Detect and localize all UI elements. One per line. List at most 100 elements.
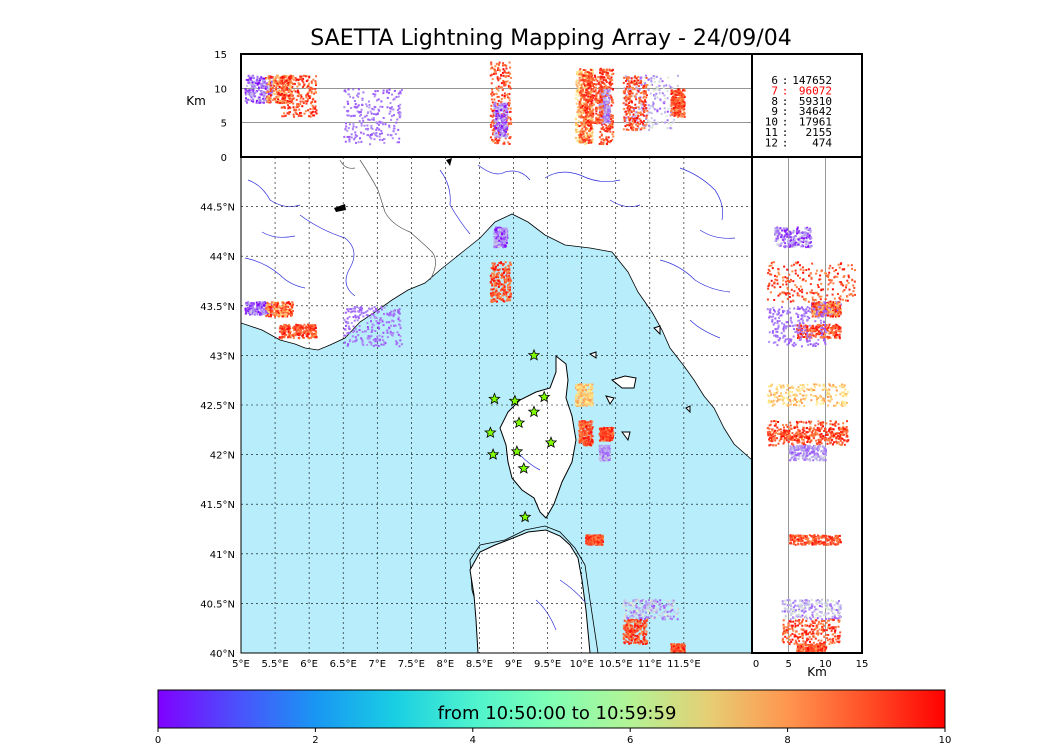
station-marker xyxy=(488,392,501,405)
lightning-source-map xyxy=(670,645,673,648)
lightning-source-altitude xyxy=(295,106,298,109)
lightning-source-map xyxy=(260,311,263,314)
lightning-source-altitude xyxy=(491,138,494,141)
lightning-source-altitude xyxy=(504,128,507,131)
map-y-tick-label: 41.5°N xyxy=(200,500,235,511)
lightning-source-map xyxy=(502,264,504,267)
lightning-source-map xyxy=(287,312,290,315)
lightning-source-altitude xyxy=(259,83,262,86)
lightning-source-map xyxy=(600,445,603,448)
lightning-source-map xyxy=(599,450,601,453)
lightning-source-altitude xyxy=(603,83,606,85)
lightning-source-map xyxy=(576,384,579,387)
lightning-source-altitude xyxy=(507,75,510,78)
lightning-source-map xyxy=(585,386,587,388)
lightning-source-altitude xyxy=(384,123,387,126)
lightning-source-map xyxy=(675,643,677,646)
lightning-source-map xyxy=(290,313,293,316)
lightning-source-map xyxy=(583,404,586,407)
lightning-source-altitude xyxy=(386,133,389,136)
lightning-source-altitude xyxy=(492,114,495,116)
lightning-source-altitude xyxy=(582,112,585,114)
lightning-source-map xyxy=(262,313,265,315)
lightning-source-map xyxy=(368,337,371,340)
lightning-source-altitude xyxy=(591,135,594,137)
lightning-source-map xyxy=(587,432,590,435)
lightning-source-altitude xyxy=(353,114,356,117)
lightning-source-altitude xyxy=(366,128,369,131)
lightning-source-map xyxy=(493,277,495,280)
lightning-source-map xyxy=(383,306,386,309)
lightning-source-map xyxy=(635,610,638,612)
lightning-source-altitude xyxy=(264,87,267,90)
lightning-source-map xyxy=(347,343,350,346)
lightning-source-altitude xyxy=(253,80,256,83)
lightning-source-altitude xyxy=(252,92,255,95)
lightning-source-altitude xyxy=(288,99,291,102)
lightning-source-map xyxy=(264,307,266,310)
lightning-source-map xyxy=(393,313,396,316)
lightning-source-altitude xyxy=(285,87,288,90)
lightning-source-altitude xyxy=(365,128,367,130)
lightning-source-altitude xyxy=(501,121,504,124)
lightning-source-map xyxy=(495,242,498,245)
lightning-source-map xyxy=(281,335,284,338)
lightning-source-map xyxy=(643,640,646,643)
lightning-source-altitude xyxy=(360,131,363,134)
lightning-source-map xyxy=(251,310,254,313)
lightning-source-altitude xyxy=(598,136,601,139)
lightning-source-map xyxy=(505,291,508,294)
lightning-source-map xyxy=(672,645,675,648)
lightning-source-altitude xyxy=(299,114,302,117)
lightning-source-altitude xyxy=(277,95,280,98)
lightning-source-map xyxy=(389,312,391,314)
lightning-source-map xyxy=(255,305,258,308)
lightning-source-map xyxy=(298,337,301,340)
lightning-source-map xyxy=(591,391,594,394)
lightning-source-map xyxy=(284,307,287,310)
lightning-source-map xyxy=(585,384,588,387)
lightning-source-map xyxy=(590,436,593,439)
lightning-source-map xyxy=(632,641,635,644)
lightning-source-map xyxy=(249,311,252,314)
lightning-source-altitude xyxy=(301,100,304,103)
lightning-source-altitude xyxy=(612,101,615,104)
lightning-source-map xyxy=(585,391,588,394)
lightning-source-altitude xyxy=(575,83,578,86)
lightning-source-altitude xyxy=(575,79,578,82)
lightning-source-altitude xyxy=(493,134,496,137)
lightning-source-altitude xyxy=(591,127,594,130)
lightning-source-map xyxy=(376,311,379,314)
lightning-source-altitude xyxy=(292,113,295,116)
lightning-source-map xyxy=(576,388,579,391)
lightning-source-altitude xyxy=(398,141,400,144)
lightning-source-altitude xyxy=(580,128,583,131)
lightning-source-map xyxy=(376,344,378,347)
lightning-source-altitude xyxy=(380,100,383,103)
lightning-source-map xyxy=(385,321,388,324)
lightning-source-map xyxy=(391,319,393,322)
lightning-source-map xyxy=(642,636,645,639)
lightning-source-map xyxy=(682,647,685,650)
lightning-source-map xyxy=(275,304,278,306)
lightning-source-altitude xyxy=(362,119,365,122)
lightning-source-altitude xyxy=(349,95,352,98)
lightning-source-map xyxy=(647,604,650,607)
lightning-source-map xyxy=(500,289,502,292)
lightning-source-map xyxy=(393,309,396,312)
map-x-tick-label: 8.5°E xyxy=(466,659,493,670)
lightning-source-altitude xyxy=(371,107,374,110)
lightning-source-altitude xyxy=(492,93,495,96)
lightning-source-altitude xyxy=(578,105,581,108)
lightning-source-altitude xyxy=(500,114,503,117)
lightning-source-map xyxy=(584,438,586,441)
lightning-source-altitude xyxy=(296,103,299,106)
lightning-source-altitude xyxy=(580,79,583,82)
lightning-source-map xyxy=(637,610,640,613)
lightning-source-map xyxy=(497,272,500,275)
lightning-source-map xyxy=(591,401,594,404)
lightning-source-map xyxy=(674,646,677,649)
lightning-source-map xyxy=(495,234,498,237)
lightning-source-altitude xyxy=(255,78,258,81)
lightning-source-altitude xyxy=(274,98,276,101)
